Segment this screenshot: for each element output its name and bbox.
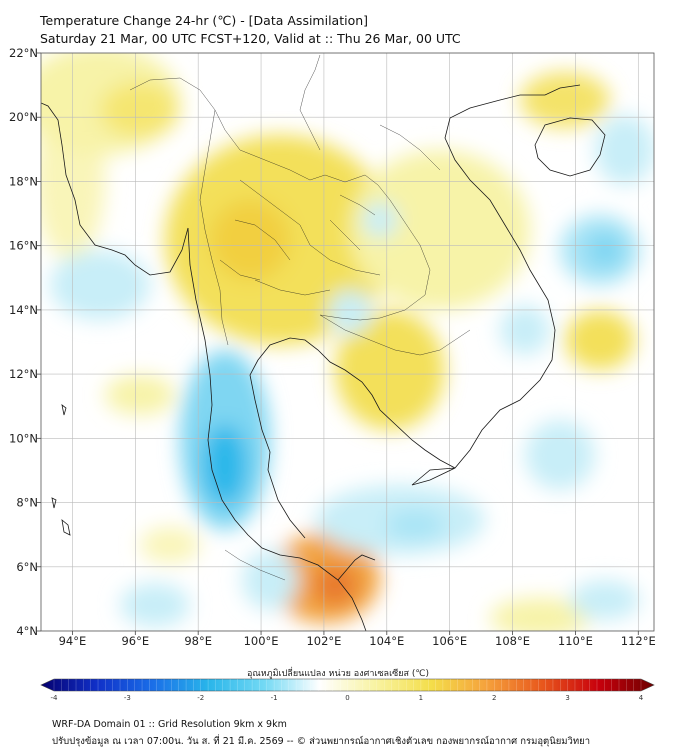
lat-tick-label: 8°N <box>16 496 38 510</box>
lat-tick-label: 14°N <box>9 303 38 317</box>
colorbar-tick-label: -4 <box>51 694 59 702</box>
plot-frame <box>40 52 655 632</box>
lat-tick-label: 18°N <box>9 174 38 188</box>
footer-model-info: WRF-DA Domain 01 :: Grid Resolution 9km … <box>52 719 287 730</box>
colorbar-tick-label: 4 <box>639 694 644 702</box>
lon-tick-label: 106°E <box>432 634 467 648</box>
lon-tick-label: 98°E <box>184 634 212 648</box>
lat-lon-grid <box>41 53 654 631</box>
colorbar-tick-label: -3 <box>124 694 131 702</box>
lon-tick-label: 100°E <box>244 634 279 648</box>
colorbar-tick-label: 0 <box>345 694 349 702</box>
lat-tick-label: 12°N <box>9 367 38 381</box>
footer-credit: ปรับปรุงข้อมูล ณ เวลา 07:00น. วัน ส. ที่… <box>52 736 591 747</box>
colorbar-tick-label: 2 <box>492 694 496 702</box>
colorbar-tick-label: 1 <box>419 694 423 702</box>
lon-tick-label: 104°E <box>369 634 404 648</box>
lat-tick-label: 4°N <box>16 624 38 638</box>
colorbar-tick-label: -1 <box>271 694 278 702</box>
lat-tick-label: 20°N <box>9 110 38 124</box>
lon-tick-label: 94°E <box>59 634 87 648</box>
colorbar-tick-label: -2 <box>197 694 204 702</box>
map-subtitle: Saturday 21 Mar, 00 UTC FCST+120, Valid … <box>40 31 461 46</box>
country-borders <box>129 54 471 581</box>
latitude-ticks: 4°N 6°N 8°N 10°N 12°N 14°N 16°N 18°N 20°N 22°N <box>9 46 41 638</box>
map-title: Temperature Change 24-hr (℃) - [Data Ass… <box>40 13 369 28</box>
lon-tick-label: 112°E <box>621 634 656 648</box>
lat-tick-label: 22°N <box>9 46 38 60</box>
lat-tick-label: 10°N <box>9 431 38 445</box>
lon-tick-label: 96°E <box>121 634 149 648</box>
colorbar: -4 -3 -2 -1 0 1 2 3 4 <box>40 678 655 702</box>
temperature-field <box>41 53 654 631</box>
longitude-ticks: 94°E 96°E 98°E 100°E 102°E 104°E 106°E 108°E 110… <box>59 631 656 648</box>
colorbar-tick-labels: -4 -3 -2 -1 0 1 2 3 4 <box>51 694 644 702</box>
coastlines <box>41 84 606 631</box>
plot-area <box>41 53 654 631</box>
lon-tick-label: 102°E <box>306 634 341 648</box>
lat-tick-label: 16°N <box>9 239 38 253</box>
colorbar-minor-ticks <box>53 679 642 691</box>
lon-tick-label: 110°E <box>558 634 593 648</box>
colorbar-title: อุณหภูมิเปลี่ยนแปลง หน่วย องศาเซลเซียส (… <box>246 669 430 679</box>
lat-tick-label: 6°N <box>16 560 38 574</box>
lon-tick-label: 108°E <box>495 634 530 648</box>
colorbar-tick-label: 3 <box>565 694 569 702</box>
